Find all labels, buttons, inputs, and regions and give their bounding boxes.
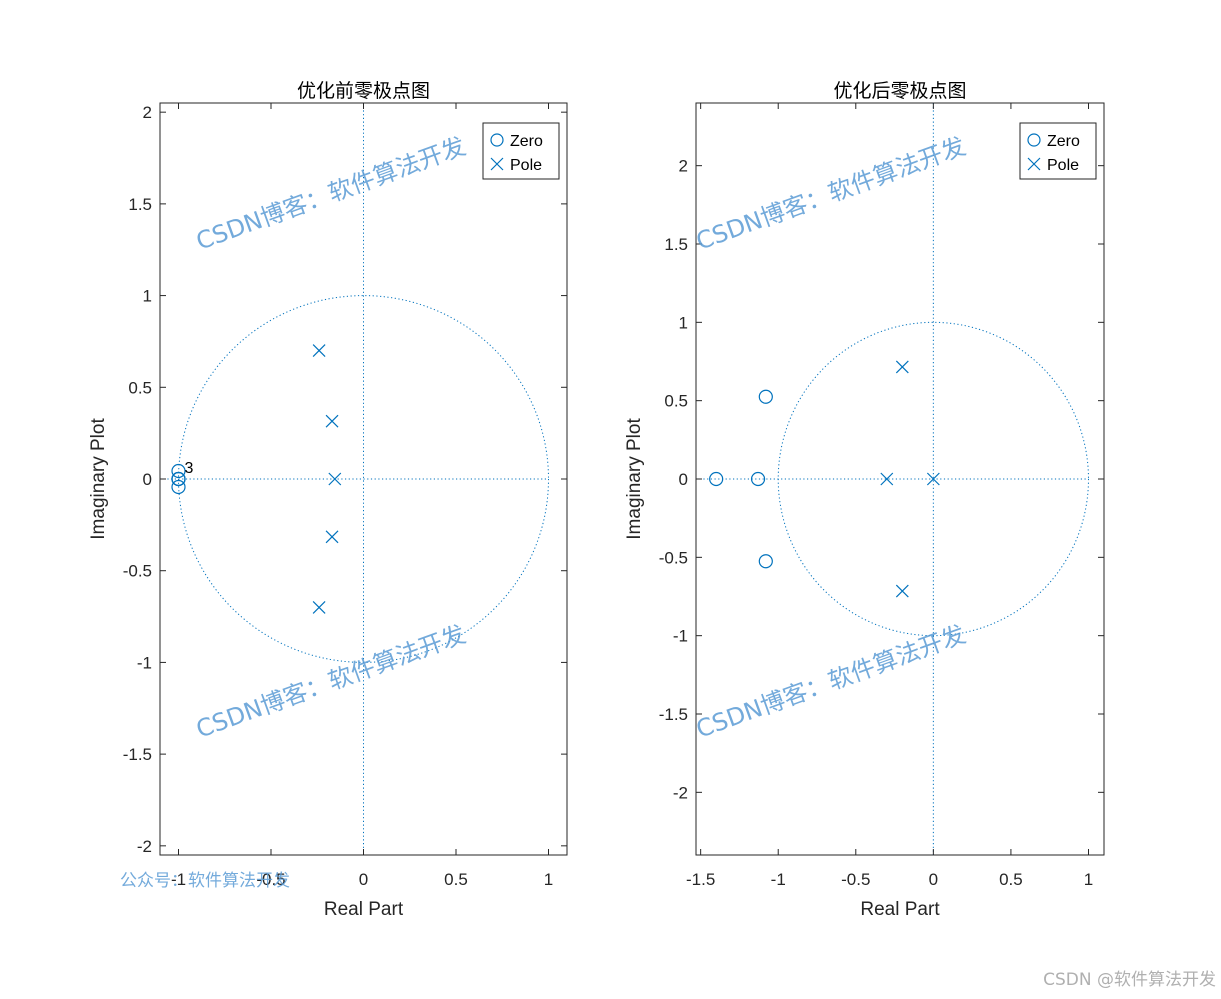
plot-area — [696, 103, 1089, 855]
y-axis-label: Imaginary Plot — [88, 418, 109, 540]
zero-marker — [171, 471, 186, 487]
watermark-wechat: 公众号：软件算法开发 — [120, 871, 290, 891]
legend-label: Zero — [1047, 133, 1080, 150]
y-tick-label: 0.5 — [128, 378, 152, 397]
y-tick-label: 0 — [679, 470, 688, 489]
x-tick-label: -1 — [171, 870, 186, 889]
y-tick-label: -1 — [137, 653, 152, 672]
zero-marker — [171, 463, 186, 479]
pole-marker — [895, 584, 909, 598]
pole-marker — [328, 472, 342, 486]
y-tick-label: 1.5 — [128, 195, 152, 214]
pole-marker — [312, 600, 326, 614]
x-tick-label: -0.5 — [841, 870, 870, 889]
pole-marker — [895, 360, 909, 374]
y-tick-label: 2 — [143, 103, 152, 122]
x-tick-label: 1 — [1084, 870, 1093, 889]
legend-box — [1019, 122, 1097, 180]
chart-2: -1.5 -1 -0.5 0 0.5 1 -2 -1.5 -1 -0.5 0 0.5 1 1.5 2 优化后零… — [624, 80, 1105, 920]
legend: Zero Pole — [482, 122, 560, 180]
x-tick-label: -1.5 — [686, 870, 715, 889]
pole-marker — [325, 530, 339, 544]
y-tick-label: 2 — [679, 157, 688, 176]
zero-marker — [709, 471, 724, 487]
x-tick-label: 1 — [544, 870, 553, 889]
x-tick-label: 0.5 — [444, 870, 468, 889]
legend-pole-icon — [1027, 157, 1041, 171]
y-tick-label: 1.5 — [664, 235, 688, 254]
x-tick-label: 0 — [359, 870, 368, 889]
y-tick-label: 1 — [679, 313, 688, 332]
y-tick-label: 1 — [143, 287, 152, 306]
pole-marker — [325, 414, 339, 428]
x-axis-label: Real Part — [324, 899, 404, 920]
y-tick-label: 0 — [143, 470, 152, 489]
legend-zero-icon — [490, 133, 504, 147]
y-tick-label: 0.5 — [664, 392, 688, 411]
legend-label: Zero — [510, 133, 543, 150]
legend-label: Pole — [1047, 157, 1079, 174]
y-tick-label: -1 — [673, 627, 688, 646]
x-tick-label: -1 — [771, 870, 786, 889]
chart-title: 优化后零极点图 — [833, 80, 966, 102]
legend-zero-icon — [1027, 133, 1041, 147]
legend-box — [482, 122, 560, 180]
zero-marker — [758, 554, 773, 569]
y-tick-label: -1.5 — [659, 705, 688, 724]
credit-text: CSDN @软件算法开发 — [1043, 970, 1216, 990]
x-tick-label: 0 — [929, 870, 938, 889]
x-tick-label: -0.5 — [256, 870, 285, 889]
zero-marker — [750, 471, 766, 487]
legend-pole-icon — [490, 157, 504, 171]
y-axis-label: Imaginary Plot — [624, 418, 645, 540]
legend: Zero Pole — [1019, 122, 1097, 180]
pole-marker — [312, 344, 326, 358]
y-tick-label: -2 — [137, 837, 152, 856]
plot-area — [160, 103, 549, 855]
multiplicity-label: 3 — [185, 460, 194, 477]
y-tick-label: -0.5 — [123, 562, 152, 581]
y-tick-label: -1.5 — [123, 745, 152, 764]
zero-marker — [171, 479, 186, 495]
x-axis-label: Real Part — [860, 899, 940, 920]
zero-marker — [758, 389, 773, 404]
y-tick-label: -0.5 — [659, 548, 688, 567]
y-tick-label: -2 — [673, 783, 688, 802]
chart-title: 优化前零极点图 — [297, 80, 430, 102]
pole-marker — [880, 472, 894, 486]
chart-1: -1 -0.5 0 0.5 1 -2 -1.5 -1 -0.5 0 0.5 1 1.5 2 3 优化前零极点图… — [88, 80, 568, 920]
legend-label: Pole — [510, 157, 542, 174]
x-tick-label: 0.5 — [999, 870, 1023, 889]
pole-marker — [926, 472, 940, 486]
